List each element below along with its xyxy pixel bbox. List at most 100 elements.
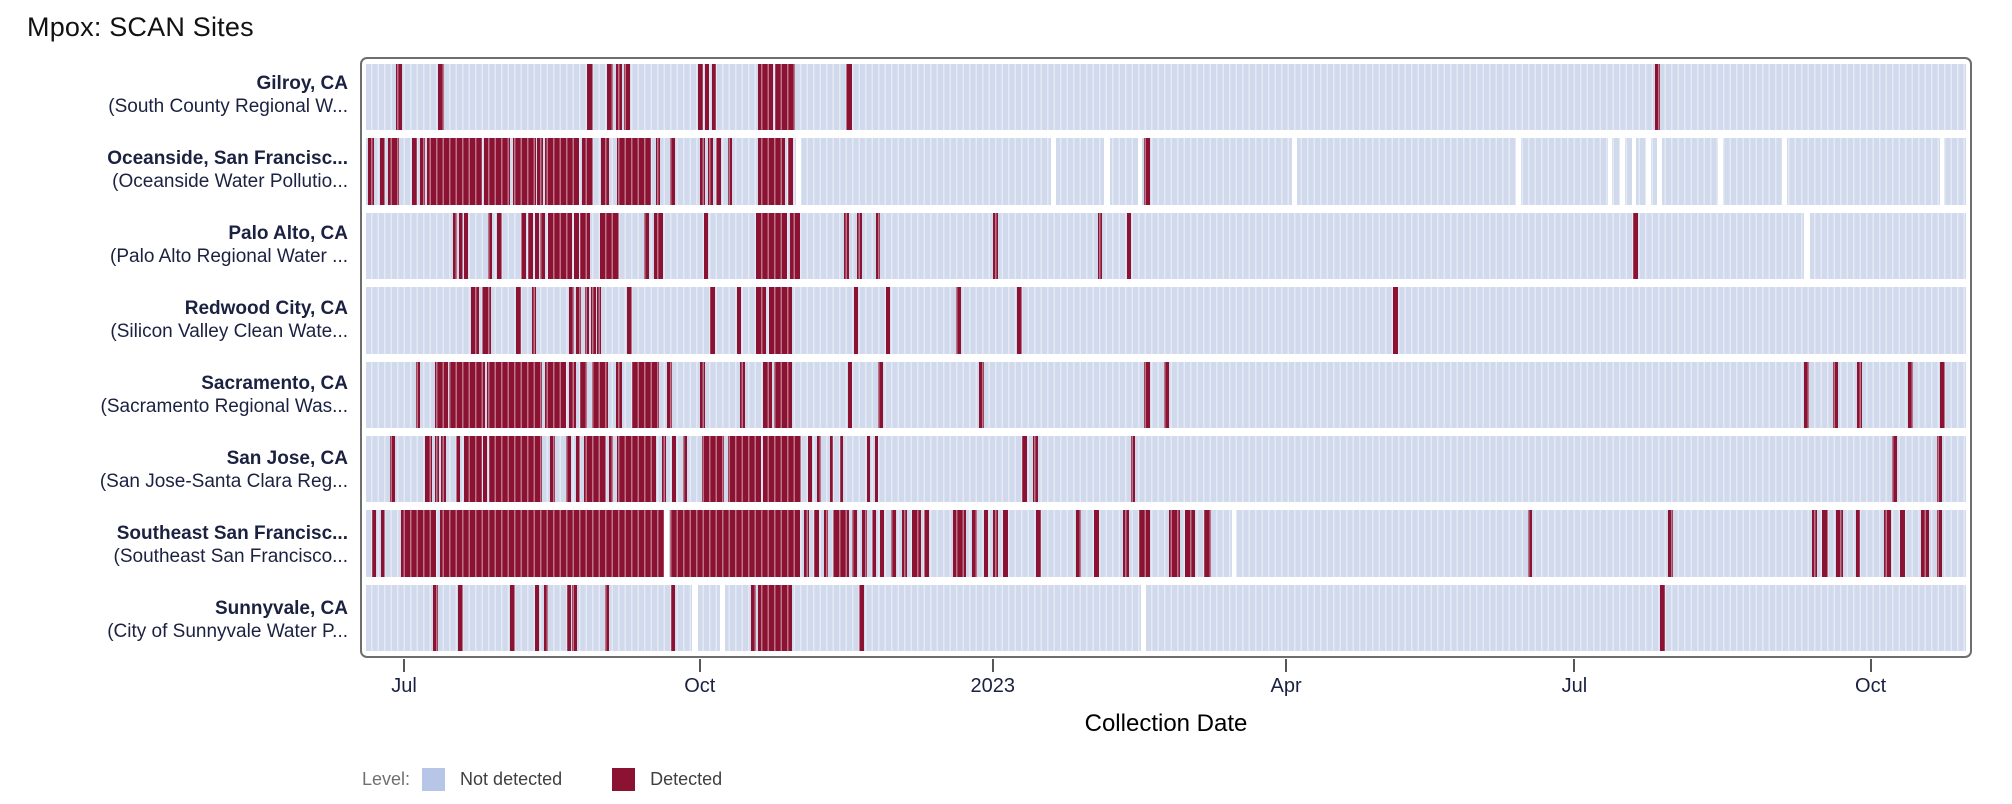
detected-stripe	[655, 138, 661, 205]
site-row	[366, 212, 1966, 280]
detected-stripe	[847, 361, 853, 428]
detected-stripe	[1393, 287, 1398, 354]
legend-swatch-not-detected	[422, 767, 446, 791]
detected-stripe	[924, 510, 930, 577]
detected-stripe	[702, 435, 725, 503]
site-row	[366, 584, 1966, 651]
missing-sample-gap	[1607, 138, 1613, 205]
tick-mark	[1869, 659, 1872, 672]
detected-stripe	[823, 510, 829, 577]
tick-label: Oct	[1855, 675, 1887, 697]
detected-stripe	[972, 510, 978, 577]
detected-stripe	[482, 287, 491, 354]
detected-stripe	[590, 287, 596, 354]
site-facility-label: (San Jose-Santa Clara Reg...	[99, 470, 348, 492]
tick-label: Jul	[391, 675, 417, 697]
detected-stripe	[857, 212, 862, 280]
missing-sample-gap	[720, 584, 726, 651]
detected-stripe	[703, 212, 709, 280]
detected-stripe	[609, 435, 614, 503]
detected-stripe	[550, 435, 555, 503]
detected-stripe	[670, 510, 800, 577]
detected-stripe	[566, 584, 571, 651]
site-row	[366, 435, 1966, 503]
detected-stripe	[662, 435, 666, 503]
missing-sample-gap	[1231, 510, 1237, 577]
detected-stripe	[470, 287, 479, 354]
x-axis-title: Collection Date	[1084, 710, 1248, 737]
detected-stripe	[858, 584, 864, 651]
detected-stripe	[1833, 361, 1838, 428]
site-label: Redwood City, CA (Silicon Valley Clean Wa…	[0, 287, 348, 354]
detected-stripe	[874, 435, 878, 503]
detected-stripe	[710, 287, 715, 354]
detected-stripe	[1857, 361, 1862, 428]
detected-stripe	[670, 584, 675, 651]
detected-stripe	[807, 435, 813, 503]
site-label: Sacramento, CA (Sacramento Regional Was..…	[0, 362, 348, 429]
detected-stripe	[528, 212, 534, 280]
plot-area	[360, 57, 1972, 658]
detected-stripe	[804, 510, 810, 577]
detected-stripe	[591, 361, 608, 428]
detected-stripe	[862, 510, 867, 577]
detected-stripe	[605, 584, 610, 651]
legend-entry: Not detected	[422, 767, 562, 791]
detected-stripe	[1143, 361, 1150, 428]
detected-stripe	[983, 510, 989, 577]
detected-stripe	[615, 361, 622, 428]
missing-sample-gap	[691, 584, 698, 651]
detected-stripe	[574, 212, 579, 280]
detected-stripe	[762, 361, 772, 428]
site-label: Gilroy, CA (South County Regional W...	[0, 62, 348, 129]
legend-swatch-detected	[612, 767, 636, 791]
site-facility-label: (Silicon Valley Clean Wate...	[110, 321, 348, 343]
detected-stripe	[482, 435, 487, 503]
detected-stripe	[671, 435, 677, 503]
detected-stripe	[599, 212, 619, 280]
detected-stripe	[711, 64, 717, 131]
detected-stripe	[513, 138, 536, 205]
site-city-label: Gilroy, CA	[256, 73, 349, 95]
tile-texture-overlay	[366, 435, 1966, 503]
detected-stripe	[458, 212, 463, 280]
site-city-label: Redwood City, CA	[184, 298, 348, 320]
detected-stripe	[455, 435, 461, 503]
detected-stripe	[666, 361, 672, 428]
site-city-label: Oceanside, San Francisc...	[107, 148, 348, 170]
missing-sample-gap	[664, 510, 670, 577]
detected-stripe	[426, 138, 482, 205]
detected-stripe	[756, 212, 787, 280]
detected-stripe	[510, 584, 515, 651]
missing-sample-gap	[1138, 138, 1142, 205]
detected-stripe	[750, 584, 756, 651]
site-label: Oceanside, San Francisc... (Oceanside Wat…	[0, 137, 348, 204]
missing-sample-gap	[1516, 138, 1522, 205]
detected-stripe	[1144, 138, 1150, 205]
detected-stripe	[756, 287, 766, 354]
detected-stripe	[580, 212, 586, 280]
missing-sample-gap	[796, 138, 802, 205]
detected-stripe	[762, 435, 802, 503]
detected-stripe	[886, 287, 890, 354]
detected-stripe	[1033, 435, 1038, 503]
detected-stripe	[758, 138, 786, 205]
site-facility-label: (City of Sunnyvale Water P...	[107, 620, 348, 642]
detected-stripe	[486, 361, 542, 428]
detected-stripe	[583, 435, 606, 503]
detected-stripe	[484, 138, 510, 205]
detected-stripe	[727, 138, 733, 205]
detected-stripe	[993, 212, 998, 280]
tick-label: Jul	[1561, 675, 1588, 697]
site-facility-label: (Oceanside Water Pollutio...	[112, 171, 348, 193]
detected-stripe	[854, 287, 858, 354]
detected-stripe	[489, 435, 542, 503]
missing-sample-gap	[1718, 138, 1723, 205]
site-city-label: Sacramento, CA	[201, 372, 348, 394]
site-city-label: Sunnyvale, CA	[214, 597, 348, 619]
detected-stripe	[1908, 361, 1914, 428]
chart-title: Mpox: SCAN Sites	[27, 12, 254, 42]
site-label: Sunnyvale, CA (City of Sunnyvale Water P.…	[0, 586, 348, 653]
detected-stripe	[1654, 64, 1661, 131]
